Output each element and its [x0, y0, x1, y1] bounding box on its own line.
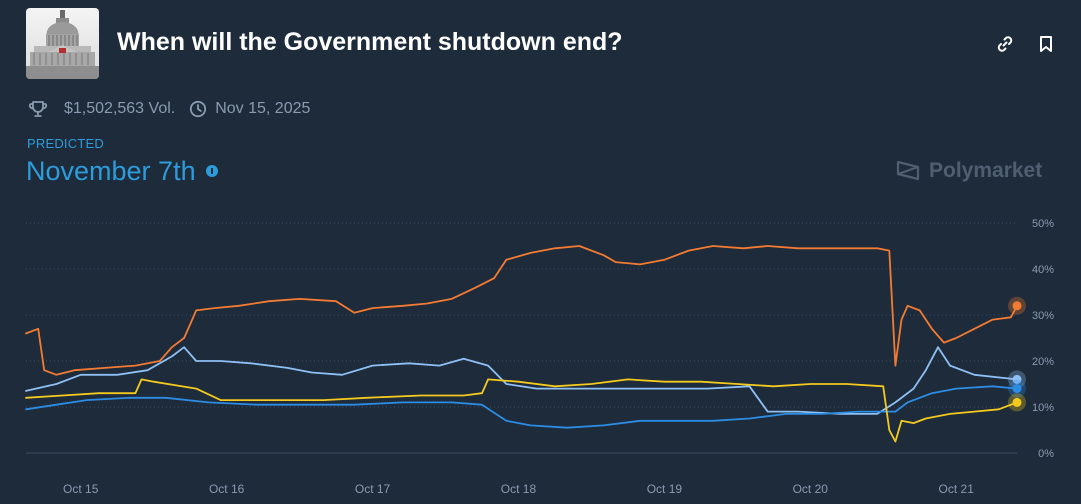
predicted-outcome: November 7th	[26, 154, 218, 188]
series-end-point-2[interactable]	[1012, 374, 1022, 384]
predicted-label: PREDICTED	[27, 136, 104, 151]
x-axis: Oct 15 Oct 16 Oct 17 Oct 18 Oct 19 Oct 20 Oct …	[63, 482, 974, 496]
trophy-icon	[28, 101, 48, 117]
polymarket-logo-icon	[896, 160, 920, 181]
predicted-outcome-text: November 7th	[26, 155, 196, 186]
market-thumbnail	[26, 8, 99, 79]
brand-name: Polymarket	[929, 159, 1043, 182]
grid-lines	[26, 222, 1017, 454]
series-line-1[interactable]	[25, 245, 1018, 376]
x-tick-label: Oct 21	[939, 482, 975, 496]
x-tick-label: Oct 17	[355, 482, 391, 496]
series-end-point-4[interactable]	[1012, 397, 1022, 407]
market-meta: $1,502,563 Vol. Nov 15, 2025	[28, 98, 310, 120]
x-tick-label: Oct 15	[63, 482, 99, 496]
price-history-chart[interactable]: 0%10%20%30%40%50% Oct 15 Oct 16 Oct 17 Oct …	[0, 200, 1081, 504]
x-tick-label: Oct 19	[647, 482, 683, 496]
y-tick-label: 10%	[1032, 402, 1054, 414]
y-tick-label: 30%	[1032, 310, 1054, 322]
clock-icon	[190, 100, 207, 118]
capitol-building-icon	[26, 8, 99, 79]
bookmark-icon[interactable]	[1036, 34, 1056, 54]
x-tick-label: Oct 18	[501, 482, 537, 496]
series-end-point-3[interactable]	[1012, 384, 1022, 394]
volume-text: $1,502,563 Vol.	[64, 100, 176, 117]
series-line-4[interactable]	[25, 378, 1018, 443]
link-icon[interactable]	[995, 34, 1015, 54]
market-title: When will the Government shutdown end?	[117, 28, 623, 56]
series-lines	[25, 245, 1018, 443]
y-tick-label: 50%	[1032, 218, 1054, 230]
end-date-text: Nov 15, 2025	[215, 100, 311, 117]
y-axis: 0% 10% 20% 30% 40% 50%	[1032, 218, 1054, 460]
y-tick-label: 20%	[1032, 356, 1054, 368]
series-end-markers	[1008, 296, 1026, 412]
x-tick-label: Oct 20	[793, 482, 829, 496]
brand-watermark: Polymarket	[895, 156, 1042, 186]
y-tick-label: 40%	[1032, 264, 1054, 276]
series-line-3[interactable]	[25, 385, 1018, 429]
y-tick-label: 0%	[1038, 448, 1054, 460]
info-icon[interactable]	[205, 165, 218, 177]
x-tick-label: Oct 16	[209, 482, 245, 496]
series-line-2[interactable]	[25, 346, 1018, 415]
series-end-point-1[interactable]	[1012, 301, 1022, 311]
